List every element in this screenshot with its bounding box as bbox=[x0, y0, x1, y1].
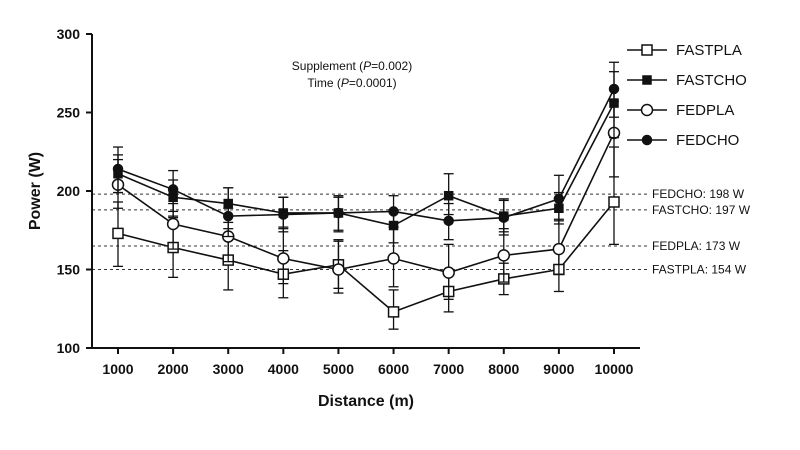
data-point bbox=[222, 210, 234, 222]
data-point bbox=[333, 207, 344, 219]
x-tick-label: 9000 bbox=[543, 361, 574, 377]
x-tick-label: 7000 bbox=[433, 361, 464, 377]
data-point bbox=[608, 83, 620, 95]
legend-marker bbox=[640, 103, 654, 117]
x-axis-title: Distance (m) bbox=[318, 393, 414, 410]
y-tick-label: 250 bbox=[57, 105, 81, 121]
stats-annotation: Supplement (P=0.002) Time (P=0.0001) bbox=[292, 59, 412, 90]
series-line bbox=[117, 88, 615, 222]
y-tick-label: 150 bbox=[57, 262, 81, 278]
legend-label: FASTCHO bbox=[676, 72, 747, 89]
series-line bbox=[117, 132, 615, 274]
x-tick-label: 4000 bbox=[268, 361, 299, 377]
annotation-line-2-suffix: =0.0001) bbox=[349, 76, 397, 90]
reference-line-label: FEDPLA: 173 W bbox=[652, 239, 741, 253]
data-point bbox=[278, 209, 289, 220]
series-layer bbox=[111, 61, 621, 330]
legend: FASTPLA FASTCHO FEDPLA FEDCHO bbox=[627, 42, 747, 149]
y-tick-label: 300 bbox=[57, 26, 81, 42]
annotation-line-2-prefix: Time ( bbox=[307, 76, 341, 90]
series-fedcho bbox=[112, 61, 620, 241]
series-fastcho bbox=[113, 71, 619, 244]
data-point bbox=[112, 227, 124, 240]
data-point bbox=[443, 215, 454, 227]
series-line bbox=[117, 102, 615, 227]
data-point bbox=[167, 184, 179, 195]
data-point bbox=[443, 190, 454, 201]
legend-marker bbox=[642, 75, 652, 85]
y-axis-title: Power (W) bbox=[27, 152, 44, 230]
data-point bbox=[388, 206, 399, 217]
y-tick-label: 200 bbox=[57, 183, 81, 199]
x-tick-label: 3000 bbox=[213, 361, 244, 377]
reference-line-label: FEDCHO: 198 W bbox=[652, 187, 745, 201]
legend-marker bbox=[641, 134, 653, 146]
reference-lines: FEDCHO: 198 W FASTCHO: 197 W FEDPLA: 173 W… bbox=[92, 187, 751, 277]
annotation-line-1-prefix: Supplement ( bbox=[292, 59, 363, 73]
x-tick-label: 5000 bbox=[323, 361, 354, 377]
legend-marker bbox=[641, 44, 653, 56]
data-point bbox=[552, 242, 566, 256]
legend-label: FEDPLA bbox=[676, 102, 734, 119]
legend-label: FEDCHO bbox=[676, 132, 739, 149]
x-tick-label: 10000 bbox=[595, 361, 634, 377]
x-tick-label: 2000 bbox=[158, 361, 189, 377]
series-line bbox=[117, 201, 615, 313]
annotation-line-1: Supplement (P=0.002) bbox=[292, 59, 412, 73]
y-tick-label: 100 bbox=[57, 340, 81, 356]
data-point bbox=[277, 252, 290, 265]
annotation-line-1-suffix: =0.002) bbox=[371, 59, 412, 73]
data-point bbox=[553, 193, 565, 205]
data-point bbox=[387, 252, 400, 265]
data-point bbox=[112, 163, 124, 175]
annotation-line-2-p: P bbox=[341, 76, 349, 90]
legend-label: FASTPLA bbox=[676, 42, 742, 59]
data-point bbox=[498, 212, 510, 223]
annotation-line-1-p: P bbox=[363, 59, 371, 73]
x-tick-label: 6000 bbox=[378, 361, 409, 377]
axes: 100 150 200 250 300 1000 2000 3000 4000 5000 6000 7… bbox=[27, 26, 640, 410]
data-point bbox=[442, 266, 455, 279]
data-point bbox=[387, 306, 400, 318]
reference-line-label: FASTCHO: 197 W bbox=[652, 203, 751, 217]
series-fastpla bbox=[112, 146, 620, 330]
data-point bbox=[608, 196, 620, 208]
annotation-line-2: Time (P=0.0001) bbox=[307, 76, 396, 90]
x-tick-label: 1000 bbox=[102, 361, 133, 377]
data-point bbox=[332, 263, 345, 276]
data-point bbox=[166, 217, 180, 231]
reference-line-label: FASTPLA: 154 W bbox=[652, 263, 747, 277]
x-tick-label: 8000 bbox=[488, 361, 519, 377]
data-point bbox=[497, 249, 511, 262]
